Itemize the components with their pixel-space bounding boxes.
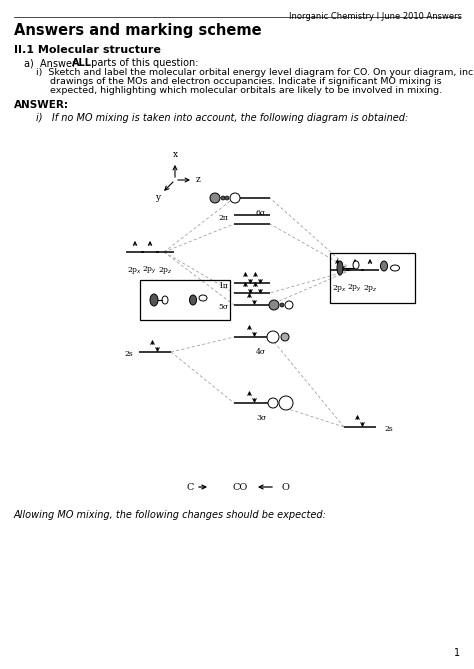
Text: ALL: ALL [72,58,92,68]
Text: 2π: 2π [218,214,228,222]
Ellipse shape [150,294,158,306]
Text: a)  Answer: a) Answer [24,58,79,68]
Text: ANSWER:: ANSWER: [14,100,69,110]
Text: 1: 1 [454,648,460,658]
Circle shape [221,196,225,200]
Text: 2s: 2s [384,425,393,433]
Text: 2p$_z$: 2p$_z$ [363,283,377,294]
Text: 4σ: 4σ [256,348,266,356]
Text: drawings of the MOs and electron occupancies. Indicate if significant MO mixing : drawings of the MOs and electron occupan… [50,77,442,86]
Text: y: y [155,193,161,201]
Circle shape [269,300,279,310]
Text: 2p$_x$: 2p$_x$ [332,283,347,294]
Text: z: z [196,175,201,185]
Circle shape [279,396,293,410]
Text: 2p$_y$: 2p$_y$ [347,283,363,294]
Circle shape [267,331,279,343]
Text: 2s: 2s [124,350,133,358]
Circle shape [285,301,293,309]
Circle shape [210,193,220,203]
Ellipse shape [381,261,388,271]
Text: 5σ: 5σ [218,303,228,311]
Text: CO: CO [232,482,247,492]
Text: Allowing MO mixing, the following changes should be expected:: Allowing MO mixing, the following change… [14,510,327,520]
Ellipse shape [337,261,343,275]
Text: i)   If no MO mixing is taken into account, the following diagram is obtained:: i) If no MO mixing is taken into account… [36,113,408,123]
Text: O: O [281,482,289,492]
Text: 6σ: 6σ [256,209,266,217]
Ellipse shape [199,295,207,301]
Circle shape [268,398,278,408]
Text: 2p$_y$: 2p$_y$ [143,265,157,276]
Text: II.1 Molecular structure: II.1 Molecular structure [14,45,161,55]
Circle shape [280,303,284,307]
Text: C: C [186,482,194,492]
Ellipse shape [190,295,197,305]
Text: 2p$_x$: 2p$_x$ [128,265,143,276]
Circle shape [281,333,289,341]
Circle shape [225,196,229,200]
Text: x: x [173,150,178,159]
Ellipse shape [353,261,359,269]
Bar [140,280,230,320]
Text: 1π: 1π [218,282,228,290]
Ellipse shape [391,265,400,271]
Ellipse shape [162,296,168,304]
Bar [330,253,415,303]
Text: i)  Sketch and label the molecular orbital energy level diagram for CO. On your : i) Sketch and label the molecular orbita… [36,68,474,77]
Text: Answers and marking scheme: Answers and marking scheme [14,23,262,38]
Text: Inorganic Chemistry I June 2010 Answers: Inorganic Chemistry I June 2010 Answers [289,12,462,21]
Text: parts of this question:: parts of this question: [88,58,199,68]
Circle shape [230,193,240,203]
Text: 3σ: 3σ [256,414,266,422]
Text: expected, highlighting which molecular orbitals are likely to be involved in mix: expected, highlighting which molecular o… [50,86,442,95]
Text: 2p$_z$: 2p$_z$ [158,265,173,276]
